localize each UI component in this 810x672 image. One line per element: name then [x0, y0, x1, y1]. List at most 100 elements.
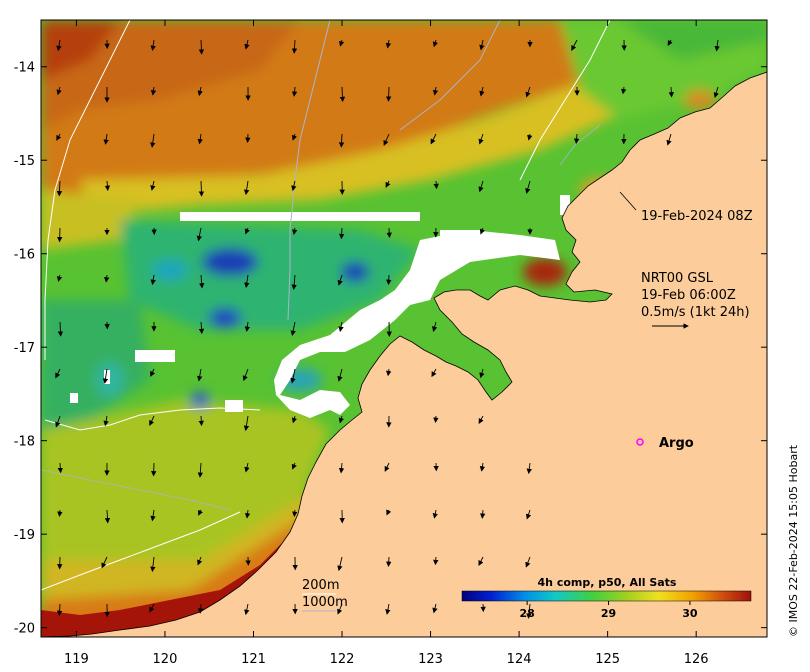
current-arrow-icon [291, 39, 298, 54]
current-time-label: 19-Feb 06:00Z [641, 288, 736, 303]
current-arrow-icon [338, 462, 345, 474]
current-arrow-icon [198, 39, 205, 55]
colorbar-gradient [461, 590, 752, 602]
current-arrow-icon [56, 86, 62, 96]
current-arrow-icon [385, 39, 392, 49]
current-arrow-icon [432, 86, 439, 96]
current-arrow-icon [339, 86, 346, 103]
current-arrow-icon [198, 415, 204, 427]
x-tick-label: 124 [507, 652, 532, 667]
current-arrow-icon [479, 368, 485, 379]
land-mass [41, 20, 767, 637]
current-arrow-icon [103, 415, 109, 427]
current-arrow-icon [150, 39, 156, 52]
current-arrow-icon [432, 509, 438, 519]
x-tick-label: 121 [241, 652, 266, 667]
current-arrow-icon [243, 180, 250, 196]
current-arrow-icon [667, 39, 673, 47]
current-arrow-icon [56, 180, 63, 197]
current-arrow-icon [338, 227, 345, 240]
current-arrow-icon [479, 509, 486, 519]
current-arrow-icon [197, 133, 203, 145]
current-arrow-icon [432, 39, 438, 48]
current-arrow-icon [55, 368, 61, 379]
current-arrow-icon [386, 556, 392, 568]
current-arrow-icon [244, 39, 250, 50]
current-arrow-icon [290, 368, 296, 384]
current-arrow-icon [525, 180, 531, 194]
current-arrow-icon [430, 133, 437, 145]
current-arrow-icon [383, 133, 390, 146]
current-arrow-icon [386, 368, 392, 377]
y-axis: -14 -15 -16 -17 -18 -19 -20 [14, 61, 767, 637]
current-arrow-icon [478, 180, 484, 193]
current-arrow-icon [526, 462, 532, 475]
current-arrow-icon [291, 86, 298, 97]
current-arrow-icon [150, 274, 156, 286]
current-arrow-icon [150, 509, 156, 522]
current-arrow-icon [56, 133, 62, 141]
current-arrow-icon [198, 274, 205, 289]
current-arrow-icon [149, 415, 155, 426]
current-arrow-icon [291, 133, 297, 141]
current-arrow-icon [291, 274, 297, 291]
current-arrow-icon [478, 133, 484, 145]
current-arrow-icon [337, 603, 343, 615]
current-arrow-icon [291, 180, 297, 192]
x-tick-label: 122 [330, 652, 355, 667]
current-arrow-icon [337, 556, 343, 572]
current-arrow-icon [244, 274, 250, 288]
y-tick-label: -14 [14, 61, 35, 76]
colorbar-tick-label: 29 [601, 607, 616, 620]
current-arrow-icon [385, 86, 392, 102]
current-arrow-icon [244, 227, 250, 235]
y-tick-label: -18 [14, 435, 35, 450]
current-arrow-icon [101, 556, 108, 569]
current-arrow-icon [432, 603, 438, 614]
current-arrow-icon [102, 368, 109, 384]
current-arrow-icon [197, 368, 203, 382]
depth-200-label: 200m [302, 578, 339, 593]
current-arrow-icon [244, 603, 250, 616]
current-arrow-icon [103, 133, 109, 145]
current-arrow-icon [290, 321, 296, 336]
current-arrow-icon [385, 603, 391, 615]
current-arrow-icon [150, 133, 156, 148]
x-tick-label: 120 [153, 652, 178, 667]
argo-label: Argo [659, 436, 694, 451]
cloud-mask [70, 195, 570, 418]
current-arrow-icon [479, 462, 486, 472]
current-arrow-icon [57, 509, 63, 518]
bathymetry-contours [41, 20, 611, 591]
colorbar: 4h comp, p50, All Sats 28 29 30 [461, 576, 752, 620]
current-arrow-icon [197, 86, 203, 97]
current-arrow-icon [196, 227, 202, 242]
current-arrow-icon [242, 368, 249, 382]
current-arrow-icon [104, 509, 111, 524]
current-arrow-icon [198, 321, 205, 335]
current-arrow-icon [338, 39, 345, 47]
current-arrow-icon [150, 368, 156, 377]
current-arrow-icon [338, 133, 345, 148]
current-arrow-icon [56, 603, 63, 617]
current-arrow-icon [526, 603, 532, 619]
current-scale-label: 0.5m/s (1kt 24h) [641, 305, 750, 320]
y-tick-label: -16 [14, 248, 35, 263]
current-arrow-icon [150, 86, 157, 96]
current-arrows [55, 39, 720, 619]
current-arrow-icon [479, 227, 485, 235]
current-arrow-icon [197, 462, 203, 478]
current-arrow-icon [433, 180, 439, 190]
current-arrow-icon [386, 509, 392, 516]
current-arrow-icon [198, 180, 205, 197]
current-arrow-icon [527, 133, 533, 141]
depth-1000-label: 1000m [302, 595, 348, 610]
current-product-label: NRT00 GSL [641, 271, 714, 286]
current-arrow-icon [104, 274, 110, 283]
current-arrow-icon [56, 39, 62, 52]
current-arrow-icon [198, 509, 203, 516]
current-arrow-icon [479, 86, 485, 97]
current-arrow-icon [291, 462, 297, 470]
current-arrow-icon [525, 556, 531, 568]
